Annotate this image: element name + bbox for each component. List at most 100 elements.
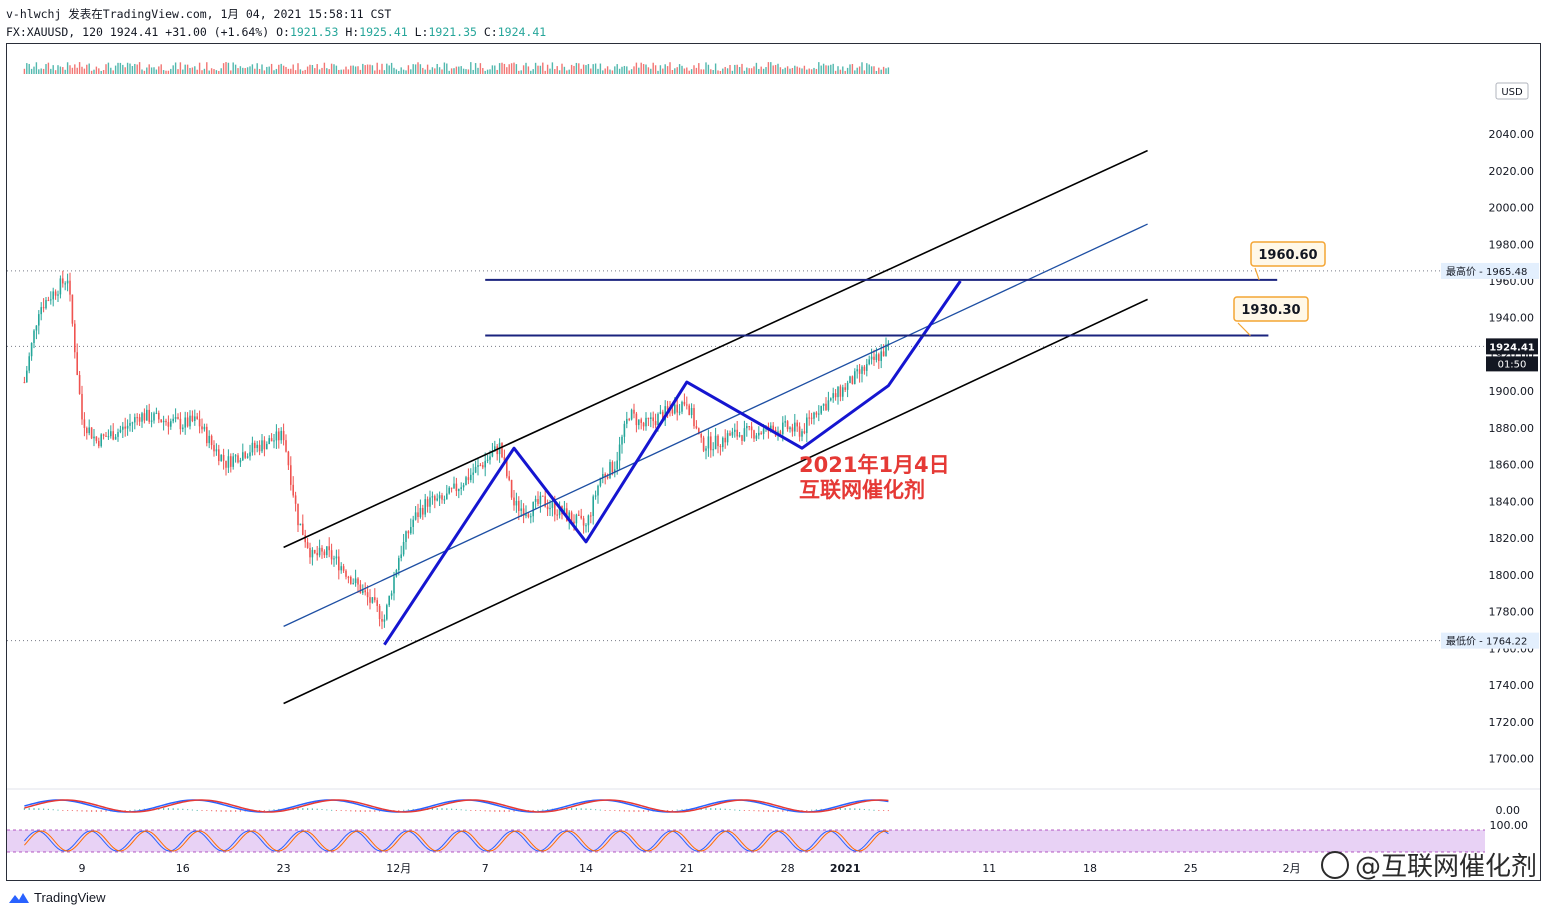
volume-bar [90, 70, 93, 74]
volume-bar [887, 67, 890, 74]
publish-info: v-hlwchj 发表在TradingView.com, 1月 04, 2021… [6, 6, 391, 22]
macd-histogram-bar [609, 810, 611, 811]
volume-bar [774, 64, 777, 74]
volume-bar [467, 69, 470, 74]
candle-body [110, 431, 112, 437]
annotation-line1[interactable]: 2021年1月4日 [799, 453, 950, 477]
candle-body [875, 354, 878, 360]
channel-middle-line[interactable] [283, 223, 1148, 627]
candle-body [839, 386, 842, 397]
candle-body [587, 515, 590, 526]
candle-body [887, 343, 890, 345]
volume-bar [765, 67, 767, 74]
volume-bar [155, 69, 158, 74]
candle-body [230, 456, 232, 467]
volume-bar [261, 64, 263, 74]
volume-bar [664, 64, 666, 74]
countdown-tag [1486, 356, 1538, 372]
volume-bar [206, 62, 208, 74]
macd-histogram-bar [849, 808, 851, 810]
volume-bar [878, 67, 880, 74]
macd-histogram-bar [273, 809, 275, 811]
price-tick-label: 1720.00 [1489, 716, 1535, 729]
volume-bar [688, 70, 690, 74]
candle-body [520, 508, 522, 511]
candle-body [580, 515, 582, 519]
candle-body [261, 440, 263, 452]
macd-histogram-bar [883, 810, 885, 811]
volume-bar [273, 70, 275, 74]
level-callout-box[interactable] [1233, 296, 1309, 322]
macd-histogram-bar [489, 810, 491, 812]
macd-histogram-bar [537, 809, 539, 811]
volume-bar [587, 64, 590, 74]
candle-body [354, 578, 357, 584]
candle-body [803, 431, 806, 434]
last-price-tag [1486, 338, 1538, 355]
volume-bar [628, 70, 630, 74]
candle-body [174, 417, 177, 419]
candle-body [208, 435, 210, 444]
volume-bar [335, 65, 338, 74]
level-callout-box[interactable] [1250, 241, 1326, 267]
candle-body [738, 435, 741, 437]
macd-histogram-bar [379, 810, 381, 812]
candle-body [556, 514, 558, 516]
candle-body [806, 417, 808, 434]
volume-bar [568, 69, 570, 74]
currency-badge[interactable] [1495, 82, 1529, 100]
time-axis: 9 16 23 12月 7 14 21 28 2021 11 18 25 2月 [79, 862, 1301, 875]
volume-bar [700, 69, 702, 74]
volume-bar [489, 69, 491, 74]
volume-bar [258, 68, 261, 74]
candle-body [26, 370, 28, 383]
candle-body [659, 411, 662, 414]
volume-bar [462, 68, 465, 74]
volume-bar [438, 67, 441, 74]
candle-body [280, 430, 282, 441]
volume-bar [566, 70, 568, 74]
candle-body [465, 477, 467, 486]
candle-body [352, 583, 354, 585]
candle-body [138, 417, 141, 422]
candle-body [326, 546, 328, 556]
price-tick-label: 1880.00 [1489, 422, 1535, 435]
chart-frame[interactable] [6, 43, 1541, 881]
candle-body [518, 500, 520, 511]
candle-body [856, 369, 858, 372]
symbol-name[interactable]: FX:XAUUSD, 120 [6, 25, 103, 39]
channel-upper-line[interactable] [283, 149, 1148, 549]
tradingview-logo[interactable]: TradingView [8, 890, 106, 905]
volume-bar [98, 68, 100, 74]
volume-bar [734, 64, 736, 74]
candle-body [393, 576, 395, 594]
candle-body [83, 419, 86, 428]
volume-bar [753, 66, 755, 74]
macd-histogram-bar [455, 808, 457, 810]
candle-body [827, 400, 830, 410]
candle-body [218, 449, 220, 462]
volume-bar [266, 66, 268, 74]
volume-bar [599, 63, 602, 74]
volume-bar [76, 67, 78, 74]
channel-lower-line[interactable] [283, 298, 1148, 705]
open-label: O: [276, 25, 290, 39]
zigzag-projection[interactable] [383, 280, 962, 646]
volume-bar [755, 62, 758, 74]
annotation-line2[interactable]: 互联网催化剂 [799, 478, 925, 502]
macd-histogram-bar [801, 810, 803, 811]
volume-bar [117, 62, 119, 74]
volume-bar [746, 67, 748, 74]
volume-bar [647, 67, 650, 74]
candle-body [734, 429, 736, 432]
candle-body [215, 449, 218, 452]
macd-histogram-bar [878, 810, 880, 811]
macd-histogram-bar [206, 810, 208, 811]
candle-body [54, 291, 57, 296]
volume-bar [314, 68, 316, 74]
volume-bar [650, 68, 652, 74]
candle-body [359, 584, 362, 594]
candle-body [863, 366, 866, 371]
